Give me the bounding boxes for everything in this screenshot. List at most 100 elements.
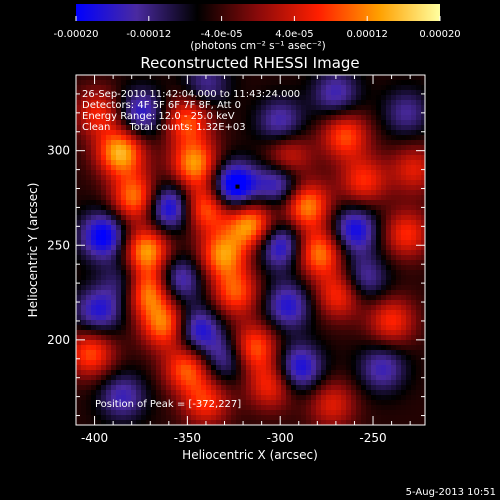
heatmap-cell <box>106 395 111 400</box>
heatmap-cell <box>146 300 151 305</box>
heatmap-cell <box>401 90 406 95</box>
heatmap-cell <box>211 185 216 190</box>
heatmap-cell <box>371 275 376 280</box>
heatmap-cell <box>156 225 161 230</box>
heatmap-cell <box>381 245 386 250</box>
heatmap-cell <box>141 335 146 340</box>
heatmap-cell <box>291 260 296 265</box>
heatmap-cell <box>101 75 106 80</box>
heatmap-cell <box>211 95 216 100</box>
heatmap-cell <box>121 265 126 270</box>
heatmap-cell <box>391 100 396 105</box>
heatmap-cell <box>341 225 346 230</box>
heatmap-cell <box>126 265 131 270</box>
heatmap-cell <box>341 175 346 180</box>
heatmap-cell <box>341 400 346 405</box>
heatmap-cell <box>381 420 386 425</box>
heatmap-cell <box>291 85 296 90</box>
heatmap-cell <box>311 90 316 95</box>
heatmap-cell <box>356 360 361 365</box>
heatmap-cell <box>216 340 221 345</box>
heatmap-cell <box>111 365 116 370</box>
heatmap-cell <box>391 105 396 110</box>
heatmap-cell <box>146 175 151 180</box>
heatmap-cell <box>136 195 141 200</box>
heatmap-cell <box>116 205 121 210</box>
heatmap-cell <box>381 305 386 310</box>
heatmap-cell <box>261 420 266 425</box>
heatmap-cell <box>271 270 276 275</box>
heatmap-cell <box>376 225 381 230</box>
heatmap-cell <box>296 305 301 310</box>
heatmap-cell <box>91 300 96 305</box>
heatmap-cell <box>351 180 356 185</box>
heatmap-cell <box>96 285 101 290</box>
heatmap-cell <box>101 290 106 295</box>
heatmap-cell <box>291 135 296 140</box>
heatmap-cell <box>311 200 316 205</box>
heatmap-cell <box>226 150 231 155</box>
heatmap-cell <box>401 185 406 190</box>
heatmap-cell <box>341 380 346 385</box>
heatmap-cell <box>376 370 381 375</box>
heatmap-cell <box>156 135 161 140</box>
heatmap-cell <box>191 240 196 245</box>
heatmap-cell <box>116 115 121 120</box>
heatmap-cell <box>146 185 151 190</box>
heatmap-cell <box>206 75 211 80</box>
heatmap-cell <box>81 420 86 425</box>
heatmap-cell <box>156 365 161 370</box>
heatmap-cell <box>416 370 421 375</box>
heatmap-cell <box>306 225 311 230</box>
heatmap-cell <box>371 315 376 320</box>
heatmap-cell <box>176 230 181 235</box>
heatmap-cell <box>401 135 406 140</box>
heatmap-cell <box>171 370 176 375</box>
heatmap-cell <box>106 90 111 95</box>
heatmap-cell <box>196 155 201 160</box>
heatmap-cell <box>271 375 276 380</box>
heatmap-cell <box>166 175 171 180</box>
heatmap-cell <box>351 175 356 180</box>
heatmap-cell <box>321 355 326 360</box>
heatmap-cell <box>101 220 106 225</box>
heatmap-cell <box>186 295 191 300</box>
heatmap-cell <box>111 405 116 410</box>
heatmap-cell <box>211 280 216 285</box>
heatmap-cell <box>326 155 331 160</box>
heatmap-cell <box>286 360 291 365</box>
heatmap-cell <box>81 275 86 280</box>
heatmap-cell <box>331 205 336 210</box>
heatmap-cell <box>106 270 111 275</box>
heatmap-cell <box>91 310 96 315</box>
heatmap-cell <box>121 340 126 345</box>
heatmap-cell <box>216 360 221 365</box>
colorbar <box>76 4 440 21</box>
heatmap-cell <box>116 350 121 355</box>
heatmap-cell <box>286 350 291 355</box>
heatmap-cell <box>356 205 361 210</box>
heatmap-cell <box>156 230 161 235</box>
heatmap-cell <box>401 160 406 165</box>
heatmap-cell <box>101 285 106 290</box>
heatmap-cell <box>416 120 421 125</box>
heatmap-cell <box>406 300 411 305</box>
heatmap-cell <box>281 380 286 385</box>
heatmap-cell <box>256 395 261 400</box>
heatmap-cell <box>171 385 176 390</box>
heatmap-cell <box>96 325 101 330</box>
heatmap-cell <box>401 125 406 130</box>
heatmap-cell <box>151 375 156 380</box>
heatmap-cell <box>111 370 116 375</box>
heatmap-cell <box>191 145 196 150</box>
heatmap-cell <box>216 235 221 240</box>
heatmap-cell <box>396 315 401 320</box>
heatmap-cell <box>421 345 425 350</box>
heatmap-cell <box>306 375 311 380</box>
heatmap-cell <box>286 300 291 305</box>
heatmap-cell <box>396 420 401 425</box>
heatmap-cell <box>96 100 101 105</box>
heatmap-cell <box>301 330 306 335</box>
heatmap-cell <box>236 170 241 175</box>
heatmap-cell <box>221 275 226 280</box>
